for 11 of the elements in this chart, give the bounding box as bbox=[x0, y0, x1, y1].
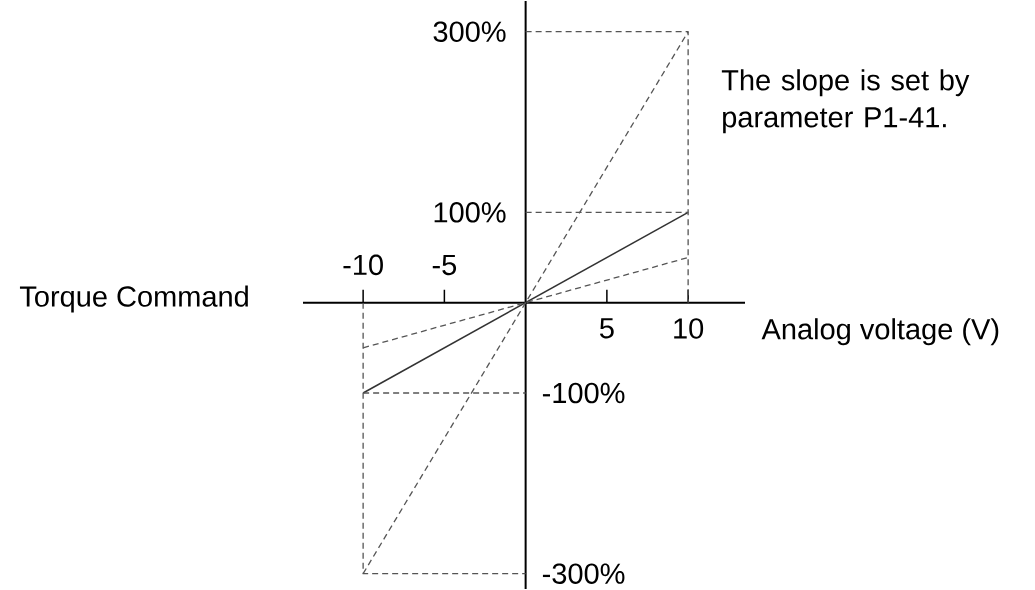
x-axis-title: Analog voltage (V) bbox=[761, 318, 999, 346]
text: Torque Command bbox=[19, 285, 248, 313]
x-tick-label: 10 bbox=[674, 318, 704, 339]
y-tick-label: 300% bbox=[433, 21, 506, 42]
annotation: The slope is set by parameter P1-41. bbox=[721, 69, 970, 134]
x2-tick-label: -5 bbox=[432, 254, 457, 276]
y2-tick-label: -100% bbox=[542, 382, 625, 404]
x2-tick-label: -10 bbox=[343, 254, 383, 276]
y-tick-label: 100% bbox=[434, 202, 506, 223]
y2-tick-label: -300% bbox=[542, 563, 625, 584]
x-tick-label: 5 bbox=[599, 318, 614, 339]
